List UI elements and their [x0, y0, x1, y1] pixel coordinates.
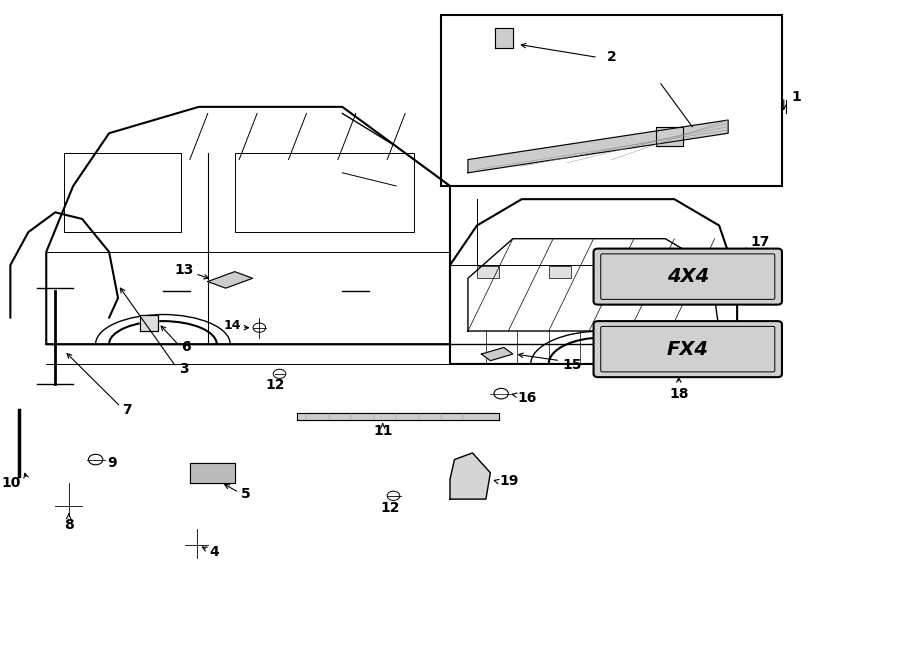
Text: 12: 12: [380, 500, 400, 514]
Text: 6: 6: [181, 340, 191, 354]
Text: 5: 5: [241, 487, 251, 502]
Text: 1: 1: [791, 90, 801, 104]
Polygon shape: [450, 453, 491, 499]
Bar: [620, 266, 643, 278]
Bar: [441, 15, 782, 186]
Text: 7: 7: [122, 403, 132, 417]
Text: 9: 9: [107, 456, 117, 470]
Text: 2: 2: [607, 50, 616, 64]
Text: 13: 13: [175, 263, 194, 277]
Text: 14: 14: [223, 319, 241, 332]
Bar: [235, 153, 414, 232]
Text: 17: 17: [751, 235, 770, 249]
Text: 19: 19: [500, 474, 518, 489]
Bar: [64, 153, 181, 232]
Polygon shape: [190, 463, 235, 483]
Polygon shape: [482, 348, 513, 361]
Polygon shape: [298, 413, 500, 420]
Bar: [549, 266, 572, 278]
Text: 11: 11: [373, 424, 392, 438]
Text: 8: 8: [64, 518, 74, 532]
Text: 15: 15: [562, 357, 581, 371]
Polygon shape: [208, 271, 253, 288]
Text: FX4: FX4: [667, 340, 709, 359]
Text: 4: 4: [210, 545, 220, 559]
Bar: [477, 266, 500, 278]
Text: 18: 18: [669, 387, 689, 401]
Text: 10: 10: [2, 475, 21, 490]
Bar: [692, 266, 715, 278]
FancyBboxPatch shape: [594, 249, 782, 305]
Polygon shape: [140, 314, 158, 331]
Text: 12: 12: [266, 378, 284, 392]
FancyBboxPatch shape: [594, 321, 782, 377]
Text: 4X4: 4X4: [667, 267, 709, 286]
Polygon shape: [656, 126, 683, 146]
Text: 3: 3: [179, 362, 189, 376]
Text: 16: 16: [518, 391, 536, 405]
Polygon shape: [495, 28, 513, 48]
Polygon shape: [468, 120, 728, 173]
